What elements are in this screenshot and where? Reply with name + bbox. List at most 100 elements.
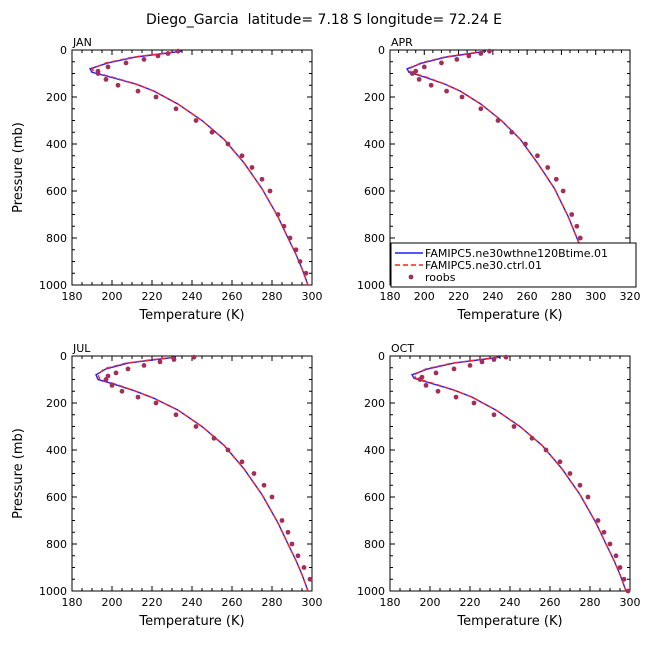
obs-point xyxy=(523,141,528,147)
obs-point xyxy=(535,153,540,159)
obs-point xyxy=(577,482,583,488)
x-tick-label: 300 xyxy=(302,290,323,303)
obs-point xyxy=(543,447,549,453)
x-tick-label: 260 xyxy=(540,596,561,609)
obs-point xyxy=(193,424,199,429)
legend-swatch-dot xyxy=(408,274,414,280)
obs-point xyxy=(193,118,199,123)
obs-point xyxy=(141,363,147,368)
x-axis-title: Temperature (K) xyxy=(456,614,562,629)
x-axis-title: Temperature (K) xyxy=(138,614,244,629)
obs-point xyxy=(301,565,307,570)
x-tick-label: 260 xyxy=(222,596,243,609)
obs-point xyxy=(607,541,613,547)
obs-point xyxy=(451,366,457,372)
obs-point xyxy=(595,518,601,523)
x-tick-label: 280 xyxy=(262,290,283,303)
y-tick-label: 0 xyxy=(60,350,67,363)
obs-point xyxy=(454,57,460,62)
y-tick-label: 800 xyxy=(46,538,67,551)
obs-point xyxy=(453,394,459,400)
x-tick-label: 240 xyxy=(500,596,521,609)
obs-point xyxy=(275,212,281,217)
x-tick-label: 200 xyxy=(102,290,123,303)
obs-point xyxy=(113,370,119,376)
page-title: Diego_Garcia latitude= 7.18 S longitude=… xyxy=(146,12,502,28)
obs-point xyxy=(105,373,111,379)
x-tick-label: 300 xyxy=(302,596,323,609)
obs-point xyxy=(417,377,423,382)
y-axis-title: Pressure (mb) xyxy=(11,428,26,519)
obs-point xyxy=(153,94,159,100)
obs-point xyxy=(491,357,497,362)
obs-point xyxy=(617,565,623,570)
panel-oct: 180 200 220 240 260 280 300 0 200 400 600 800 1000 OC… xyxy=(357,342,641,629)
y-tick-label: 200 xyxy=(46,91,67,104)
obs-point xyxy=(211,435,217,441)
y-tick-label: 400 xyxy=(364,138,385,151)
obs-point xyxy=(557,459,563,465)
x-axis-title: Temperature (K) xyxy=(456,308,562,323)
obs-point xyxy=(135,88,141,94)
plot-frame xyxy=(389,355,631,592)
obs-point xyxy=(175,48,181,54)
obs-point xyxy=(509,129,515,135)
panel-label: JAN xyxy=(72,36,92,49)
obs-point xyxy=(478,51,484,56)
y-tick-label: 400 xyxy=(46,138,67,151)
legend-entry: roobs xyxy=(425,271,456,284)
obs-point xyxy=(173,106,179,112)
obs-point xyxy=(225,447,231,453)
legend-entry: FAMIPC5.ne30.ctrl.01 xyxy=(425,259,542,272)
obs-point xyxy=(267,188,273,194)
x-tick-label: 220 xyxy=(460,596,481,609)
y-tick-label: 800 xyxy=(364,538,385,551)
series-line-famipc5-ne30-ctrl-01 xyxy=(97,356,309,592)
obs-point xyxy=(115,82,121,88)
obs-point xyxy=(165,51,171,56)
obs-point xyxy=(295,553,301,559)
legend: FAMIPC5.ne30wthne120Btime.01FAMIPC5.ne30… xyxy=(390,242,637,288)
series-line-famipc5-ne30wthne120btime-01 xyxy=(95,356,309,592)
obs-point xyxy=(281,223,287,229)
x-tick-label: 280 xyxy=(262,596,283,609)
obs-point xyxy=(135,394,141,400)
plot-frame xyxy=(71,355,313,592)
obs-point xyxy=(601,529,607,535)
y-axis-title: Pressure (mb) xyxy=(11,122,26,213)
x-tick-label: 260 xyxy=(517,290,538,303)
y-tick-label: 600 xyxy=(364,491,385,504)
obs-point xyxy=(259,176,265,182)
obs-point xyxy=(109,382,115,388)
panel-label: APR xyxy=(391,36,413,49)
obs-point xyxy=(435,388,441,394)
obs-point xyxy=(225,141,231,147)
obs-point xyxy=(279,518,285,523)
obs-point xyxy=(119,388,125,394)
obs-point xyxy=(625,588,631,594)
obs-point xyxy=(444,88,449,94)
legend-entry: FAMIPC5.ne30wthne120Btime.01 xyxy=(425,247,608,260)
obs-point xyxy=(103,377,109,382)
x-tick-label: 200 xyxy=(420,596,441,609)
obs-point xyxy=(577,235,583,241)
obs-point xyxy=(287,235,293,241)
obs-point xyxy=(173,412,179,418)
obs-point xyxy=(409,71,415,76)
obs-point xyxy=(423,382,429,388)
obs-point xyxy=(459,94,465,100)
panel-label: OCT xyxy=(391,342,414,355)
x-tick-label: 320 xyxy=(620,290,641,303)
obs-point xyxy=(467,363,473,368)
obs-point xyxy=(495,118,501,123)
y-tick-label: 1000 xyxy=(39,585,67,598)
x-tick-label: 240 xyxy=(482,290,503,303)
x-tick-label: 220 xyxy=(142,596,163,609)
obs-point xyxy=(479,359,485,365)
obs-point xyxy=(239,459,245,465)
x-tick-label: 240 xyxy=(182,596,203,609)
x-tick-label: 220 xyxy=(448,290,469,303)
obs-point xyxy=(157,359,163,365)
obs-point xyxy=(261,482,267,488)
x-tick-label: 180 xyxy=(380,290,401,303)
